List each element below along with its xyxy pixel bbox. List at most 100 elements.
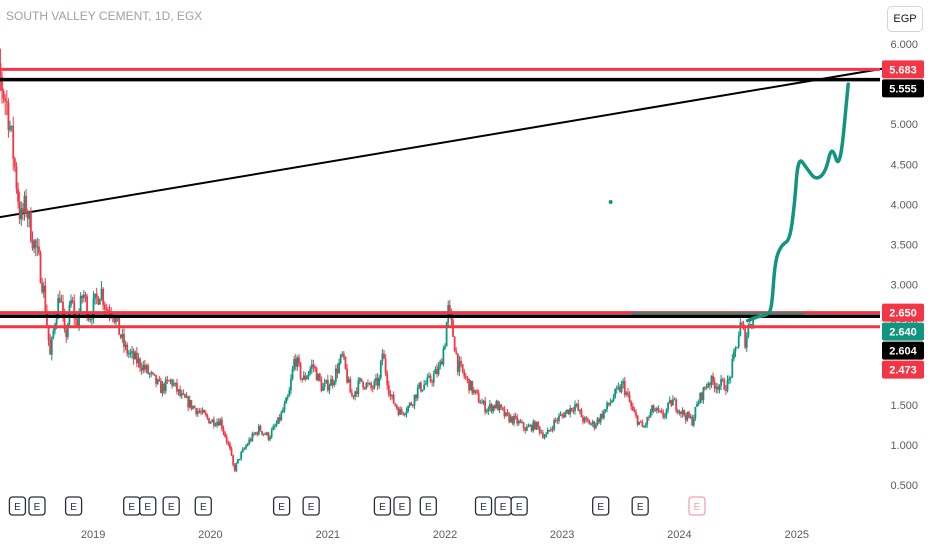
candle — [538, 425, 541, 436]
candle — [596, 416, 599, 426]
candle-body — [78, 312, 80, 326]
earnings-event-marker[interactable]: E — [162, 496, 180, 516]
currency-button[interactable]: EGP — [887, 6, 923, 32]
candle — [176, 378, 178, 395]
earnings-event-marker[interactable]: E — [272, 496, 291, 516]
earnings-event-marker[interactable]: E — [64, 496, 83, 516]
candle — [731, 353, 734, 378]
earnings-event-marker[interactable]: E — [8, 496, 27, 516]
earnings-event-marker[interactable]: E — [494, 496, 512, 516]
candle-body — [41, 282, 44, 293]
candle-body — [647, 417, 650, 419]
candle-body — [161, 383, 164, 394]
candle — [190, 399, 193, 411]
candle — [18, 191, 21, 224]
candle — [354, 390, 357, 401]
candle-body — [13, 158, 16, 167]
candle — [612, 394, 615, 402]
candle — [341, 351, 344, 358]
candle — [489, 399, 491, 412]
candle — [561, 412, 564, 419]
candle-body — [330, 379, 332, 386]
candle — [394, 403, 397, 407]
candle — [352, 394, 355, 400]
earnings-event-marker[interactable]: E — [139, 496, 157, 516]
price-label-box — [882, 60, 924, 79]
candle-body — [352, 395, 355, 397]
earnings-event-marker[interactable]: E — [419, 496, 437, 516]
candle-body — [716, 386, 719, 390]
candle — [20, 201, 23, 226]
candle — [654, 407, 657, 412]
candle-body — [546, 429, 549, 435]
candle-body — [158, 379, 161, 381]
candle-body — [545, 434, 548, 437]
x-tick-label: 2025 — [785, 529, 809, 541]
candle — [463, 368, 466, 380]
candle — [498, 401, 501, 413]
earnings-event-marker[interactable]: E — [688, 496, 706, 516]
candle — [113, 317, 116, 325]
candle — [631, 402, 634, 411]
candle-body — [723, 379, 726, 390]
candle-body — [166, 379, 169, 381]
candle-body — [421, 389, 424, 392]
candle — [505, 412, 507, 417]
candle — [10, 125, 13, 132]
earnings-event-marker[interactable]: E — [302, 496, 320, 516]
candle — [331, 375, 334, 389]
candle-body — [469, 380, 472, 391]
candle — [373, 378, 376, 390]
symbol-title: SOUTH VALLEY CEMENT, 1D, EGX — [6, 9, 203, 23]
candle-body — [567, 409, 570, 415]
candle-body — [267, 432, 270, 440]
x-tick-label: 2019 — [81, 529, 105, 541]
candle-body — [655, 408, 658, 411]
candle-body — [10, 126, 13, 128]
candle-body — [400, 409, 403, 413]
candle — [238, 458, 241, 461]
candle-body — [354, 391, 357, 397]
candle — [143, 359, 146, 373]
candle-body — [692, 418, 695, 426]
candle — [172, 379, 175, 387]
earnings-event-marker[interactable]: E — [510, 496, 528, 516]
candle — [524, 426, 527, 434]
candle — [44, 278, 47, 313]
candle-body — [479, 402, 482, 404]
candle — [522, 421, 525, 432]
earnings-event-marker[interactable]: E — [631, 496, 649, 516]
earnings-event-marker[interactable]: E — [393, 496, 411, 516]
candle-body — [649, 412, 652, 418]
candle-body — [2, 90, 5, 99]
candle — [469, 379, 472, 391]
candle — [535, 421, 538, 431]
candle-body — [654, 410, 657, 412]
projection-drawing — [745, 82, 850, 323]
candle — [336, 363, 339, 379]
candle — [192, 405, 194, 410]
candle-body — [367, 383, 369, 385]
candle-body — [577, 403, 580, 411]
candle-body — [254, 432, 257, 435]
earnings-event-marker[interactable]: E — [28, 496, 46, 516]
earnings-event-marker[interactable]: E — [194, 496, 212, 516]
candle-body — [731, 358, 734, 378]
candle — [399, 405, 401, 415]
candle — [707, 381, 710, 389]
candle-body — [209, 422, 212, 424]
y-tick-label: 1.500 — [890, 400, 918, 412]
earnings-event-marker[interactable]: E — [123, 496, 141, 516]
candle — [590, 422, 592, 426]
candle-body — [240, 452, 243, 459]
earnings-event-marker[interactable]: E — [373, 496, 392, 516]
candle-body — [612, 397, 615, 401]
candle — [171, 378, 174, 389]
candle — [208, 417, 210, 424]
earnings-event-marker[interactable]: E — [474, 496, 493, 516]
candle — [272, 424, 275, 431]
earnings-event-marker[interactable]: E — [592, 496, 610, 516]
candle-body — [680, 411, 682, 415]
candle — [71, 296, 74, 304]
